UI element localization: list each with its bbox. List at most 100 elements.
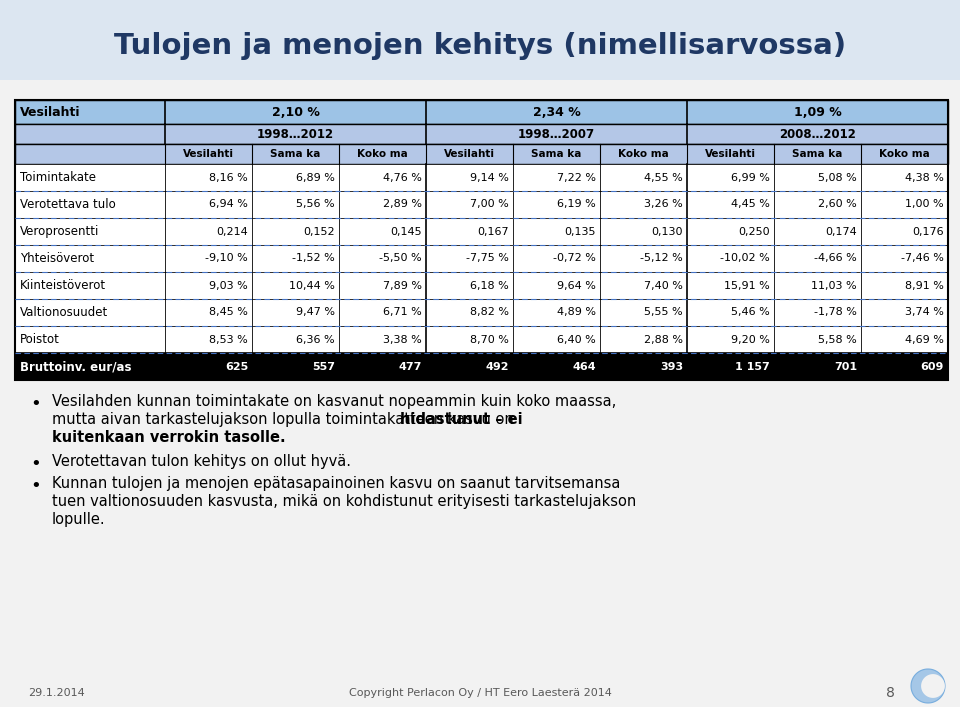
FancyBboxPatch shape xyxy=(15,326,948,353)
Text: •: • xyxy=(30,477,40,495)
Text: 9,14 %: 9,14 % xyxy=(470,173,509,182)
Text: -5,50 %: -5,50 % xyxy=(379,254,422,264)
Text: -7,46 %: -7,46 % xyxy=(901,254,944,264)
Text: Koko ma: Koko ma xyxy=(879,149,930,159)
Text: 1,09 %: 1,09 % xyxy=(794,105,841,119)
Text: 3,74 %: 3,74 % xyxy=(905,308,944,317)
Text: -4,66 %: -4,66 % xyxy=(814,254,857,264)
Text: 0,135: 0,135 xyxy=(564,226,596,237)
Text: Copyright Perlacon Oy / HT Eero Laesterä 2014: Copyright Perlacon Oy / HT Eero Laesterä… xyxy=(348,688,612,698)
Text: 10,44 %: 10,44 % xyxy=(289,281,335,291)
Text: •: • xyxy=(30,395,40,413)
Text: 4,38 %: 4,38 % xyxy=(905,173,944,182)
Text: 625: 625 xyxy=(225,361,248,371)
Text: 393: 393 xyxy=(660,361,683,371)
Text: 11,03 %: 11,03 % xyxy=(811,281,857,291)
Text: Koko ma: Koko ma xyxy=(357,149,408,159)
Text: Bruttoinv. eur/as: Bruttoinv. eur/as xyxy=(20,360,132,373)
Text: 477: 477 xyxy=(398,361,422,371)
Text: 4,89 %: 4,89 % xyxy=(557,308,596,317)
FancyBboxPatch shape xyxy=(0,0,960,80)
FancyBboxPatch shape xyxy=(15,124,948,144)
Text: 5,46 %: 5,46 % xyxy=(732,308,770,317)
Text: 8,70 %: 8,70 % xyxy=(470,334,509,344)
Text: 0,214: 0,214 xyxy=(216,226,248,237)
Text: 6,19 %: 6,19 % xyxy=(557,199,596,209)
Text: tuen valtionosuuden kasvusta, mikä on kohdistunut erityisesti tarkastelujakson: tuen valtionosuuden kasvusta, mikä on ko… xyxy=(52,494,636,509)
Text: -9,10 %: -9,10 % xyxy=(205,254,248,264)
Text: 2,34 %: 2,34 % xyxy=(533,105,581,119)
Text: 6,89 %: 6,89 % xyxy=(296,173,335,182)
Text: Toimintakate: Toimintakate xyxy=(20,171,96,184)
Text: Koko ma: Koko ma xyxy=(618,149,669,159)
Text: 6,18 %: 6,18 % xyxy=(470,281,509,291)
Text: 8: 8 xyxy=(885,686,895,700)
Text: mutta aivan tarkastelujakson lopulla toimintakatteen kasvu on: mutta aivan tarkastelujakson lopulla toi… xyxy=(52,412,518,427)
Text: 2,88 %: 2,88 % xyxy=(644,334,683,344)
Text: 8,16 %: 8,16 % xyxy=(209,173,248,182)
Text: 9,03 %: 9,03 % xyxy=(209,281,248,291)
Text: 8,91 %: 8,91 % xyxy=(905,281,944,291)
Text: -0,72 %: -0,72 % xyxy=(553,254,596,264)
Text: Poistot: Poistot xyxy=(20,333,60,346)
Text: 464: 464 xyxy=(572,361,596,371)
Text: -10,02 %: -10,02 % xyxy=(720,254,770,264)
Text: 0,250: 0,250 xyxy=(738,226,770,237)
Text: 1998…2012: 1998…2012 xyxy=(257,127,334,141)
Text: 2,89 %: 2,89 % xyxy=(383,199,422,209)
Text: 2008…2012: 2008…2012 xyxy=(780,127,856,141)
Text: Vesilahti: Vesilahti xyxy=(20,105,81,119)
Text: 4,55 %: 4,55 % xyxy=(644,173,683,182)
Text: 0,130: 0,130 xyxy=(652,226,683,237)
FancyBboxPatch shape xyxy=(15,272,948,299)
Text: 6,40 %: 6,40 % xyxy=(557,334,596,344)
Text: 8,53 %: 8,53 % xyxy=(209,334,248,344)
Text: 0,174: 0,174 xyxy=(826,226,857,237)
Text: hidastunut – ei: hidastunut – ei xyxy=(400,412,523,427)
Text: 9,64 %: 9,64 % xyxy=(557,281,596,291)
Text: -1,52 %: -1,52 % xyxy=(292,254,335,264)
FancyBboxPatch shape xyxy=(15,144,948,164)
Text: 6,94 %: 6,94 % xyxy=(209,199,248,209)
Text: 0,145: 0,145 xyxy=(391,226,422,237)
Text: 5,55 %: 5,55 % xyxy=(644,308,683,317)
FancyBboxPatch shape xyxy=(15,164,948,191)
Text: 7,89 %: 7,89 % xyxy=(383,281,422,291)
Text: Verotettavan tulon kehitys on ollut hyvä.: Verotettavan tulon kehitys on ollut hyvä… xyxy=(52,454,351,469)
Text: 0,152: 0,152 xyxy=(303,226,335,237)
Text: 6,36 %: 6,36 % xyxy=(297,334,335,344)
Text: -7,75 %: -7,75 % xyxy=(467,254,509,264)
Text: 0,176: 0,176 xyxy=(912,226,944,237)
Text: 3,38 %: 3,38 % xyxy=(383,334,422,344)
FancyBboxPatch shape xyxy=(15,191,948,218)
Text: Kiinteistöverot: Kiinteistöverot xyxy=(20,279,107,292)
Text: 7,00 %: 7,00 % xyxy=(470,199,509,209)
Text: 4,69 %: 4,69 % xyxy=(905,334,944,344)
Text: 6,71 %: 6,71 % xyxy=(383,308,422,317)
Text: Sama ka: Sama ka xyxy=(271,149,321,159)
Text: 9,47 %: 9,47 % xyxy=(296,308,335,317)
Text: Vesilahden kunnan toimintakate on kasvanut nopeammin kuin koko maassa,: Vesilahden kunnan toimintakate on kasvan… xyxy=(52,394,616,409)
Text: Valtionosuudet: Valtionosuudet xyxy=(20,306,108,319)
Text: 1,00 %: 1,00 % xyxy=(905,199,944,209)
Text: 557: 557 xyxy=(312,361,335,371)
Text: -1,78 %: -1,78 % xyxy=(814,308,857,317)
Text: Sama ka: Sama ka xyxy=(531,149,582,159)
FancyBboxPatch shape xyxy=(15,245,948,272)
Text: 0,167: 0,167 xyxy=(477,226,509,237)
Text: 2,10 %: 2,10 % xyxy=(272,105,320,119)
FancyBboxPatch shape xyxy=(15,299,948,326)
Text: Tulojen ja menojen kehitys (nimellisarvossa): Tulojen ja menojen kehitys (nimellisarvo… xyxy=(114,32,846,60)
Text: kuitenkaan verrokin tasolle.: kuitenkaan verrokin tasolle. xyxy=(52,430,286,445)
Text: Vesilahti: Vesilahti xyxy=(444,149,495,159)
Text: 5,58 %: 5,58 % xyxy=(818,334,857,344)
Text: Sama ka: Sama ka xyxy=(792,149,843,159)
Text: 4,76 %: 4,76 % xyxy=(383,173,422,182)
Text: 9,20 %: 9,20 % xyxy=(732,334,770,344)
Text: 492: 492 xyxy=(486,361,509,371)
Polygon shape xyxy=(921,674,945,698)
Text: 5,08 %: 5,08 % xyxy=(818,173,857,182)
Polygon shape xyxy=(911,669,945,703)
Text: Verotettava tulo: Verotettava tulo xyxy=(20,198,116,211)
Text: 7,40 %: 7,40 % xyxy=(644,281,683,291)
